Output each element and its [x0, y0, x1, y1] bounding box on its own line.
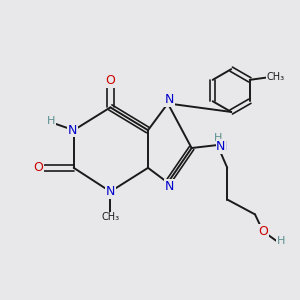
Text: CH₃: CH₃ — [101, 212, 119, 222]
Text: N: N — [106, 185, 115, 198]
Text: O: O — [258, 225, 268, 238]
Text: N: N — [68, 124, 77, 137]
Text: CH₃: CH₃ — [267, 73, 285, 82]
Text: H: H — [277, 236, 285, 246]
Text: H: H — [47, 116, 55, 126]
Text: N: N — [216, 140, 226, 153]
Text: H: H — [214, 133, 222, 143]
Text: N: N — [165, 180, 174, 193]
Text: O: O — [33, 161, 43, 174]
Text: N: N — [165, 93, 174, 106]
Text: Ñ: Ñ — [218, 140, 227, 153]
Text: O: O — [105, 74, 115, 87]
